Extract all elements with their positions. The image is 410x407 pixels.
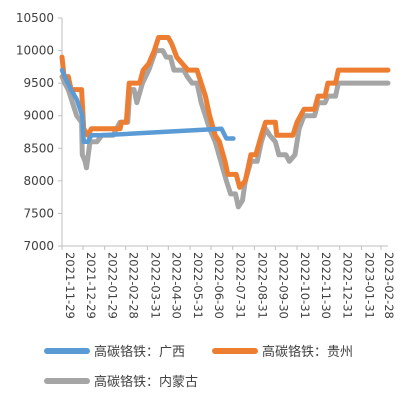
x-tick-label: 2022-02-28 [127,252,141,319]
x-tick-label: 2022-08-31 [255,252,269,319]
x-tick-label: 2022-06-30 [212,252,226,319]
series-line-0 [59,67,236,145]
y-tick-label: 7000 [23,239,54,253]
y-tick-label: 9000 [23,109,54,123]
x-tick-label: 2022-04-30 [169,252,183,319]
x-tick-label: 2021-11-29 [63,252,77,319]
x-tick-label: 2022-10-31 [298,252,312,319]
y-tick-label: 8000 [23,174,54,188]
x-tick-label: 2022-11-30 [319,252,333,319]
x-tick-label: 2022-01-29 [106,252,120,319]
x-tick-label: 2022-12-31 [341,252,355,319]
x-tick-label: 2023-01-31 [362,252,376,319]
x-tick-label: 2023-02-28 [382,252,396,319]
y-tick-label: 7500 [23,206,54,220]
x-tick-label: 2021-12-29 [84,252,98,319]
series-layer [59,35,391,210]
y-tick-label: 10500 [16,11,54,25]
x-tick-label: 2022-05-31 [191,252,205,319]
y-tick-label: 9500 [23,76,54,90]
axis-layer: 7000 7500 8000 8500 9000 9500 10000 10500 2021-1… [16,11,396,319]
x-tick-label: 2022-07-31 [234,252,248,319]
y-tick-label: 10000 [16,44,54,58]
series-line-2 [59,48,391,210]
x-tick-label: 2022-09-30 [276,252,290,319]
y-tick-label: 8500 [23,141,54,155]
series-line-1 [59,35,391,190]
x-tick-label: 2022-03-31 [148,252,162,319]
